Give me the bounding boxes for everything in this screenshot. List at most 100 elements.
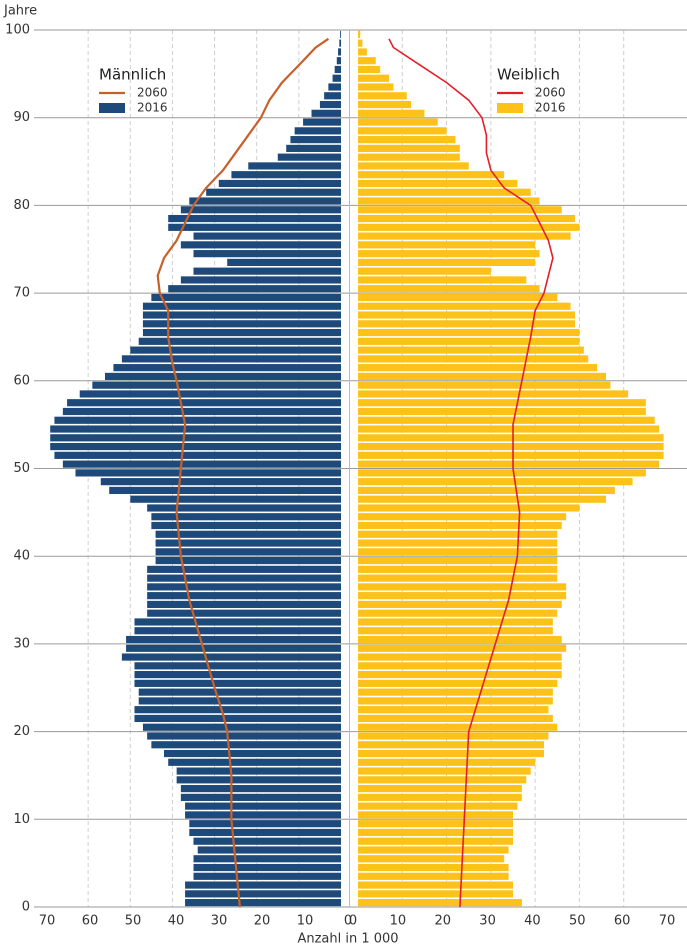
bar xyxy=(134,627,341,635)
bar xyxy=(126,635,341,644)
bar xyxy=(358,890,513,898)
bar xyxy=(185,802,341,810)
bar xyxy=(134,671,341,679)
bar xyxy=(358,513,567,521)
bar xyxy=(358,171,505,179)
bar xyxy=(340,30,341,38)
bar xyxy=(358,486,615,495)
bar xyxy=(358,48,367,56)
legend-title: Weiblich xyxy=(497,66,560,84)
bar xyxy=(147,732,341,740)
bar xyxy=(358,258,536,266)
bar xyxy=(130,346,341,354)
bar xyxy=(75,469,341,477)
bar xyxy=(134,618,341,626)
bar xyxy=(147,592,341,600)
bar xyxy=(358,153,460,161)
bar xyxy=(142,723,341,731)
bar xyxy=(105,372,341,380)
legend-label: 2016 xyxy=(535,101,566,115)
bar xyxy=(121,355,341,363)
bar xyxy=(134,706,341,714)
bar xyxy=(358,206,562,214)
bar xyxy=(358,285,540,293)
bar xyxy=(358,820,513,828)
bar xyxy=(130,495,341,503)
bar xyxy=(358,293,558,302)
bar xyxy=(358,802,518,810)
bar xyxy=(358,583,567,591)
bar xyxy=(227,258,341,266)
x-tick-label: 30 xyxy=(479,914,496,929)
bar xyxy=(155,539,341,547)
bar xyxy=(100,478,342,486)
bar xyxy=(142,320,341,328)
legend-swatch xyxy=(99,103,125,113)
bar xyxy=(358,758,536,766)
bar xyxy=(189,197,341,205)
bar xyxy=(134,662,341,670)
bar xyxy=(358,100,412,109)
bar xyxy=(277,153,341,161)
bar xyxy=(147,583,341,591)
bar xyxy=(290,136,341,144)
bar xyxy=(358,548,558,556)
bar xyxy=(358,320,575,328)
bar xyxy=(134,714,341,723)
bar xyxy=(358,337,580,345)
bar xyxy=(358,609,558,617)
y-tick-label: 60 xyxy=(13,373,30,388)
bar xyxy=(358,241,536,249)
y-tick-label: 0 xyxy=(22,900,30,915)
bar xyxy=(358,399,646,407)
bar xyxy=(62,407,341,416)
bar xyxy=(151,741,341,749)
bar xyxy=(358,811,513,819)
bar xyxy=(358,425,660,433)
bar xyxy=(358,144,460,152)
bar xyxy=(358,364,598,372)
bar xyxy=(50,434,341,442)
x-tick-label: 60 xyxy=(82,914,99,929)
y-axis-label: Jahre xyxy=(3,4,37,19)
bar xyxy=(358,118,438,126)
bar xyxy=(189,828,341,837)
bar xyxy=(185,881,341,889)
x-tick-label: 20 xyxy=(434,914,451,929)
bar xyxy=(358,846,509,854)
y-tick-label: 30 xyxy=(13,636,30,651)
bar xyxy=(311,109,341,117)
bar xyxy=(319,100,341,109)
x-tick-label: 50 xyxy=(569,914,586,929)
bar xyxy=(358,881,513,889)
bar xyxy=(358,679,558,687)
bar xyxy=(138,697,341,705)
bar xyxy=(358,732,549,740)
x-tick-label: 0 xyxy=(344,914,352,929)
bar xyxy=(358,504,580,512)
bar xyxy=(193,837,341,845)
bar xyxy=(358,346,584,354)
bar xyxy=(358,749,544,758)
bar xyxy=(54,451,342,459)
bar xyxy=(358,478,633,486)
bar xyxy=(358,109,425,117)
bar xyxy=(358,30,361,38)
y-tick-label: 20 xyxy=(13,724,30,739)
bar xyxy=(138,688,341,696)
bar xyxy=(358,495,606,503)
y-tick-label: 40 xyxy=(13,549,30,564)
bar xyxy=(176,767,341,775)
bar xyxy=(79,390,341,398)
bar xyxy=(358,179,518,188)
bar xyxy=(358,381,611,389)
bar xyxy=(231,171,341,179)
bar xyxy=(358,407,646,416)
bar xyxy=(358,434,664,442)
bar xyxy=(303,118,341,126)
bar xyxy=(358,600,562,609)
bar xyxy=(164,749,341,758)
bar xyxy=(358,557,558,565)
bar xyxy=(358,899,522,907)
bar xyxy=(358,688,553,696)
